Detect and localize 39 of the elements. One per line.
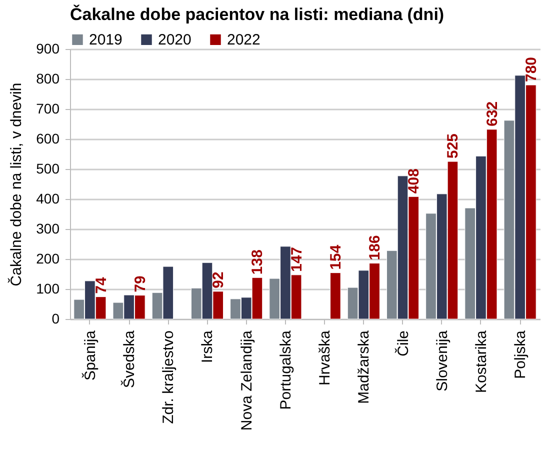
- x-tick-label: Madžarska: [356, 330, 373, 404]
- y-tick-label: 100: [36, 280, 60, 296]
- data-label: 525: [444, 133, 462, 158]
- y-tick-label: 600: [36, 130, 60, 146]
- x-tick-label: Nova Zelandija: [238, 330, 256, 431]
- x-tick-label: Čile: [394, 330, 412, 356]
- y-tick-label: 300: [36, 220, 60, 236]
- x-tick-label: Španija: [80, 330, 99, 381]
- y-tick-label: 700: [36, 100, 60, 116]
- x-tick-label: Hrvaška: [316, 330, 334, 386]
- x-tick-label: Kostarika: [472, 330, 490, 394]
- y-axis-title: Čakalne dobe na listi, v dnevih: [7, 82, 26, 286]
- x-tick-label: Poljska: [512, 330, 530, 379]
- x-tick-label: Švedska: [120, 330, 138, 388]
- data-label: 632: [484, 101, 501, 126]
- y-tick-label: 400: [36, 190, 60, 206]
- data-label: 186: [366, 235, 384, 260]
- y-tick-label: 500: [36, 160, 60, 176]
- x-tick-label: Portugalska: [277, 330, 294, 410]
- y-tick-label: 900: [36, 40, 60, 56]
- data-label: 74: [92, 276, 110, 294]
- data-label: 138: [249, 250, 266, 275]
- x-tick-label: Slovenija: [434, 330, 451, 392]
- chart-title: Čakalne dobe pacientov na listi: mediana (dni): [70, 4, 444, 24]
- data-label: 154: [327, 244, 344, 270]
- data-label: 92: [210, 272, 228, 288]
- legend-label: 2020: [158, 32, 192, 49]
- x-tick-label: Irska: [199, 330, 216, 364]
- bar: [330, 272, 341, 320]
- y-tick-label: 0: [52, 310, 60, 326]
- x-tick-label: Zdr. kraljestvo: [160, 330, 178, 424]
- data-label: 147: [288, 246, 306, 272]
- data-label: 408: [406, 168, 423, 194]
- data-label: 79: [132, 276, 149, 292]
- legend-label: 2019: [89, 32, 122, 49]
- legend-label: 2022: [227, 32, 260, 49]
- data-label: 780: [522, 56, 540, 82]
- y-tick-label: 800: [36, 70, 60, 86]
- y-tick-label: 200: [36, 250, 60, 266]
